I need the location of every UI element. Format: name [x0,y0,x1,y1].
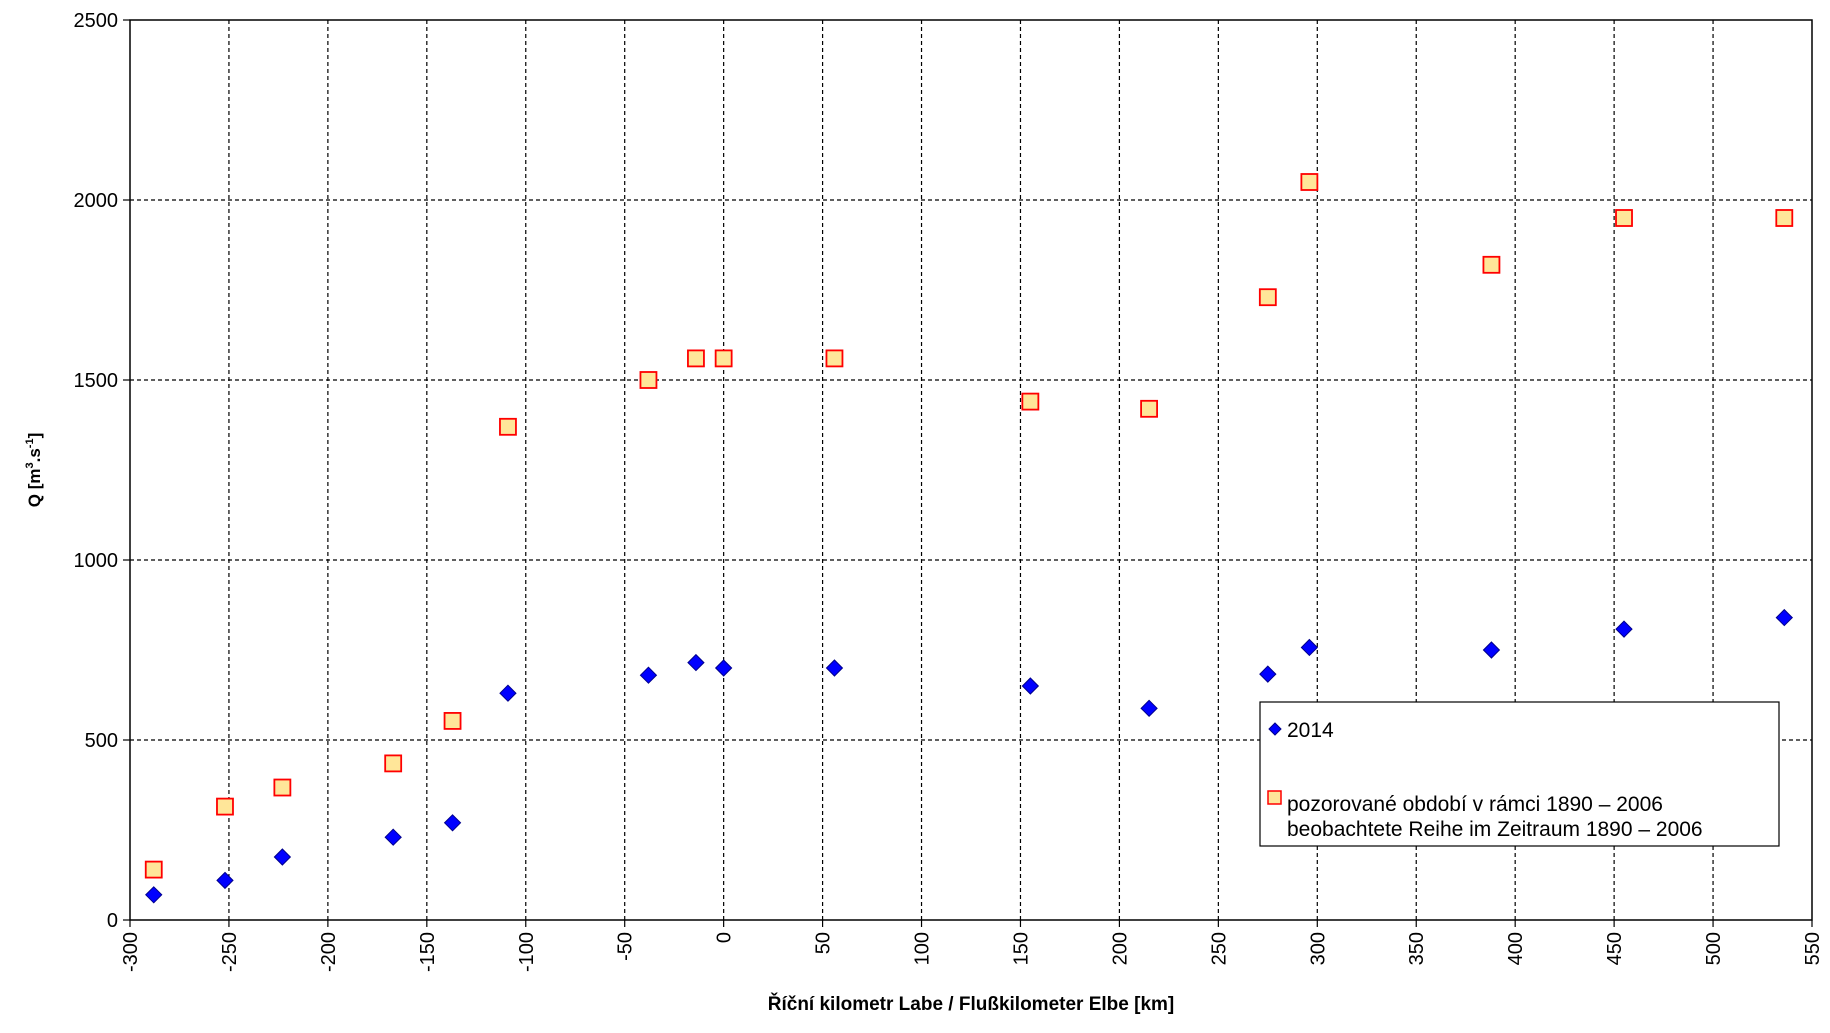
legend-label-observed-cz: pozorované období v rámci 1890 – 2006 [1287,793,1663,816]
x-tick-label: 500 [1703,932,1725,965]
x-tick-label: -200 [318,932,340,972]
y-axis-label-sup2: -1 [24,438,36,448]
y-axis-label-mid: .s [25,448,44,462]
plot-frame [129,19,1813,921]
data-point-observed [1140,399,1158,418]
data-point-observed [273,778,292,797]
data-points [144,173,1794,904]
data-point-2014 [687,653,705,672]
data-point-observed [714,349,733,368]
data-point-observed [144,860,163,879]
y-tick-label: 500 [85,730,118,752]
data-point-observed [1615,209,1633,227]
x-tick-label: -50 [615,932,637,961]
y-tick-label: 1000 [74,550,119,572]
x-tick-label: 350 [1406,932,1428,965]
data-point-2014 [499,684,517,702]
data-point-2014 [1775,608,1794,627]
x-tick-label: 400 [1505,932,1527,965]
legend-marker-square [1267,790,1282,805]
data-point-observed [499,417,517,436]
x-tick-label: 100 [912,932,934,965]
x-tick-label: -150 [417,932,439,972]
data-point-observed [1775,209,1794,227]
data-point-2014 [145,886,163,904]
x-tick-label: 250 [1208,932,1230,965]
legend-label-2014: 2014 [1287,719,1334,742]
data-point-observed [687,349,705,368]
axis-ticks [123,19,1813,927]
data-point-observed [1021,392,1040,411]
data-point-observed [1300,173,1319,191]
y-axis-label-end: ] [25,433,44,439]
x-tick-label: 50 [813,932,835,954]
legend: 2014 pozorované období v rámci 1890 – 20… [1259,701,1780,847]
legend-label-observed-de: beobachtete Reihe im Zeitraum 1890 – 200… [1287,818,1703,841]
x-tick-label: 450 [1604,932,1626,965]
data-point-2014 [216,871,234,890]
x-tick-label: 550 [1802,932,1824,965]
data-point-observed [1482,255,1501,274]
x-tick-label: -100 [516,932,538,972]
x-tick-label: 0 [714,932,736,943]
data-point-2014 [825,659,844,677]
data-point-2014 [1615,620,1633,638]
data-point-observed [384,754,403,773]
data-point-2014 [1259,665,1277,683]
y-axis-label-q: Q [m [25,469,44,508]
y-tick-labels: 0 500 1000 1500 2000 2500 [74,10,119,932]
data-point-2014 [384,828,402,846]
legend-marker-diamond [1268,722,1282,736]
data-point-2014 [1300,638,1319,657]
x-tick-label: -250 [219,932,241,972]
y-axis-label: Q [m3.s-1] [24,433,44,508]
data-point-2014 [1140,699,1158,718]
data-point-observed [443,712,462,730]
data-point-2014 [714,659,733,677]
x-axis-label: Říční kilometr Labe / Flußkilometer Elbe… [768,993,1174,1015]
x-tick-label: 200 [1109,932,1131,965]
y-axis-label-sup1: 3 [24,462,36,468]
data-point-2014 [639,666,658,684]
x-tick-labels: -300 -250 -200 -150 -100 -50 0 50 100 150 200 250 30… [120,932,1824,972]
y-tick-label: 0 [107,910,118,932]
y-tick-label: 2000 [74,190,119,212]
data-point-2014 [1021,677,1040,695]
x-tick-label: 150 [1010,932,1032,965]
data-point-2014 [1482,641,1501,659]
legend-box [1259,701,1780,847]
data-point-observed [825,349,844,368]
y-tick-label: 1500 [74,370,119,392]
data-point-2014 [273,848,292,866]
x-tick-label: 300 [1307,932,1329,965]
x-tick-label: -300 [120,932,142,972]
data-point-observed [216,797,234,816]
data-point-observed [1258,288,1277,307]
data-point-observed [639,371,658,389]
data-point-2014 [443,814,462,832]
y-tick-label: 2500 [74,10,119,32]
